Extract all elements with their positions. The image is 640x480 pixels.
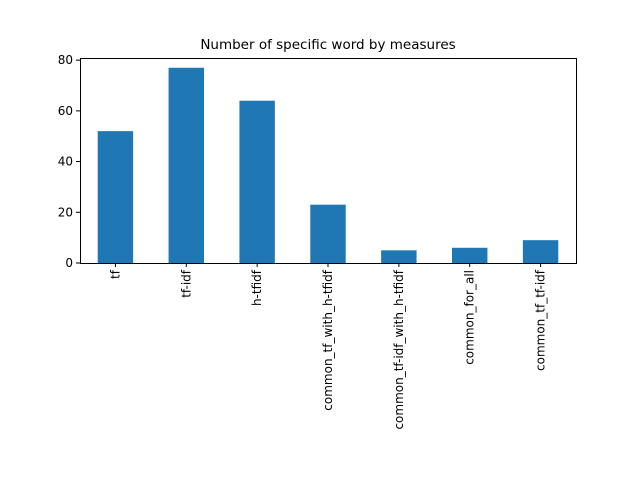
bar-tf-idf (168, 67, 204, 263)
bars-group (97, 67, 559, 263)
bar-tf (97, 131, 134, 263)
x-tick-label: common_for_all (463, 270, 477, 365)
chart-title: Number of specific word by measures (200, 37, 455, 53)
x-tick-label: common_tf-idf_with_h-tfidf (392, 269, 406, 429)
x-tick-label: h-tfidf (250, 269, 264, 306)
y-tick-label: 0 (65, 256, 73, 270)
x-tick-label: tf-idf (179, 269, 193, 298)
y-tick-label: 20 (58, 205, 73, 219)
y-tick-label: 40 (58, 155, 73, 169)
bar-h-tfidf (239, 100, 275, 263)
x-tick-label: common_tf_tf-idf (534, 269, 548, 371)
y-tick-label: 80 (58, 53, 73, 67)
bar-common_tf_with_h-tfidf (310, 204, 346, 263)
y-axis: 0 20 40 60 80 (58, 53, 80, 270)
y-tick-label: 60 (58, 104, 73, 118)
bar-common_tf_tf-idf (522, 240, 559, 263)
plot-frame (80, 58, 577, 264)
x-tick-label: common_tf_with_h-tfidf (321, 269, 335, 410)
x-axis: tf tf-idf h-tfidf common_tf_with_h-tfidf com… (108, 263, 548, 430)
x-tick-label: tf (108, 269, 122, 279)
bar-common_tf-idf_with_h-tfidf (381, 250, 417, 263)
bar-common_for_all (452, 247, 488, 263)
